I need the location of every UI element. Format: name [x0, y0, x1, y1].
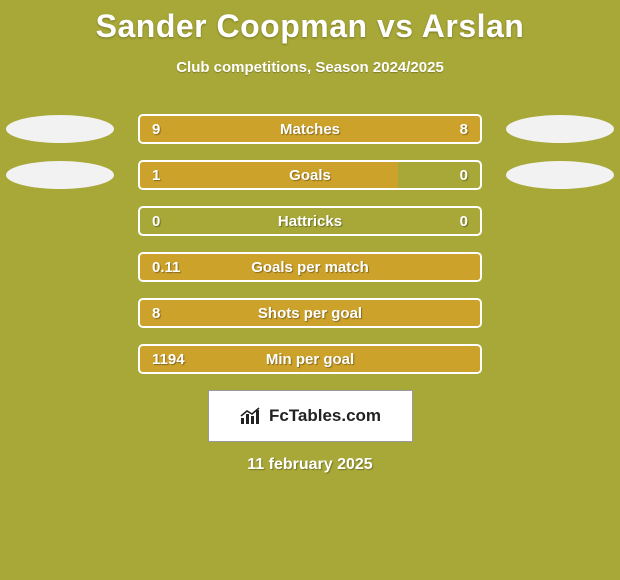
- stat-value-right: 0: [460, 162, 468, 188]
- stat-bar-track: 10Goals: [138, 160, 482, 190]
- brand-text: FcTables.com: [269, 406, 381, 426]
- comparison-panel: Sander Coopman vs Arslan Club competitio…: [0, 0, 620, 580]
- stat-row: 1194Min per goal: [0, 344, 620, 374]
- stat-row: 0.11Goals per match: [0, 252, 620, 282]
- brand-chart-icon: [239, 406, 263, 426]
- stat-row: 10Goals: [0, 160, 620, 190]
- date-label: 11 february 2025: [0, 456, 620, 474]
- stat-row: 98Matches: [0, 114, 620, 144]
- stat-row: 0 0Hattricks: [0, 206, 620, 236]
- stat-row: 8Shots per goal: [0, 298, 620, 328]
- stat-bar-left-fill: [140, 162, 398, 188]
- stat-bar-track: 0 0Hattricks: [138, 206, 482, 236]
- stat-bar-track: 98Matches: [138, 114, 482, 144]
- page-title: Sander Coopman vs Arslan: [0, 8, 620, 45]
- player-right-marker: [506, 161, 614, 189]
- stat-bar-right-fill: [320, 116, 480, 142]
- brand-badge: FcTables.com: [208, 390, 413, 442]
- stat-value-left: 0: [152, 208, 160, 234]
- stat-bar-left-fill: [140, 116, 320, 142]
- stat-label: Hattricks: [140, 208, 480, 234]
- stat-bar-track: 1194Min per goal: [138, 344, 482, 374]
- player-left-marker: [6, 161, 114, 189]
- stat-bar-track: 8Shots per goal: [138, 298, 482, 328]
- stat-bar-left-fill: [140, 346, 480, 372]
- stats-rows: 98Matches10Goals00Hattricks0.11Goals per…: [0, 114, 620, 374]
- player-right-marker: [506, 115, 614, 143]
- stat-bar-left-fill: [140, 300, 480, 326]
- stat-value-right: 0: [460, 208, 468, 234]
- player-left-marker: [6, 115, 114, 143]
- subtitle: Club competitions, Season 2024/2025: [0, 59, 620, 76]
- stat-bar-track: 0.11Goals per match: [138, 252, 482, 282]
- stat-bar-left-fill: [140, 254, 480, 280]
